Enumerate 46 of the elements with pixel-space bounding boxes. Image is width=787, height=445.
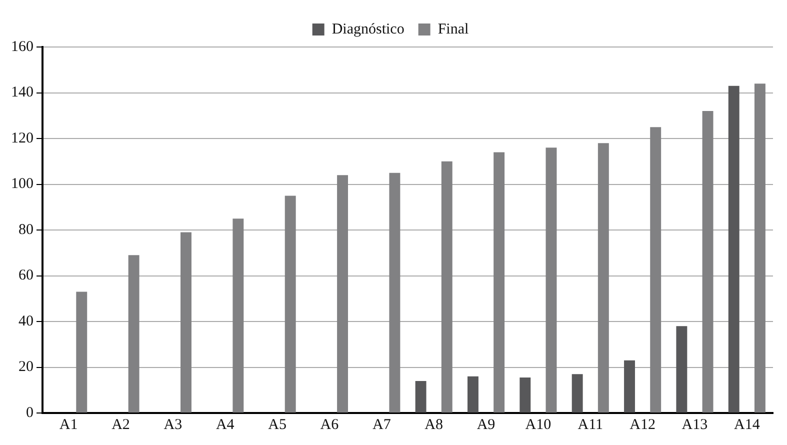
- bar: [676, 326, 688, 412]
- bar: [702, 111, 714, 412]
- x-tick-label: A2: [112, 416, 130, 433]
- bar: [284, 196, 296, 412]
- legend-label: Diagnóstico: [332, 21, 404, 38]
- bar: [598, 143, 609, 412]
- legend-label: Final: [438, 21, 469, 38]
- bar: [337, 175, 348, 412]
- x-tick-label: A7: [372, 416, 392, 433]
- y-tick-label: 160: [11, 38, 34, 55]
- y-tick-label: 60: [18, 268, 34, 284]
- bar: [650, 127, 662, 412]
- y-tick-label: 20: [18, 359, 34, 376]
- bar: [624, 360, 635, 412]
- bar: [728, 86, 740, 412]
- bar: [441, 161, 452, 412]
- y-tick-label: 100: [11, 176, 34, 192]
- y-tick-label: 120: [11, 130, 34, 146]
- x-tick-label: A14: [734, 416, 760, 433]
- x-tick-label: A6: [320, 416, 340, 433]
- y-tick-label: 0: [26, 404, 34, 421]
- x-tick-label: A13: [682, 416, 708, 433]
- bar: [415, 380, 426, 412]
- bar: [546, 148, 557, 412]
- x-tick-label: A1: [59, 416, 78, 433]
- x-tick-label: A5: [268, 416, 286, 433]
- y-tick-label: 140: [11, 84, 34, 101]
- bar: [76, 292, 88, 412]
- bar: [180, 232, 192, 412]
- x-tick-label: A8: [424, 416, 444, 433]
- x-tick-label: A3: [164, 416, 182, 433]
- x-tick-label: A10: [525, 416, 552, 433]
- bar: [467, 376, 478, 412]
- bar: [572, 374, 583, 412]
- x-tick-label: A12: [630, 416, 656, 433]
- bar: [389, 172, 400, 412]
- bar: [232, 218, 244, 412]
- x-tick-label: A11: [578, 416, 604, 433]
- bar: [494, 152, 505, 412]
- bar: [520, 378, 531, 412]
- x-tick-label: A9: [476, 416, 496, 433]
- bar: [754, 84, 766, 412]
- y-tick-label: 80: [18, 222, 34, 238]
- x-tick-label: A4: [216, 416, 235, 433]
- bar: [128, 255, 140, 412]
- y-tick-label: 40: [18, 313, 34, 330]
